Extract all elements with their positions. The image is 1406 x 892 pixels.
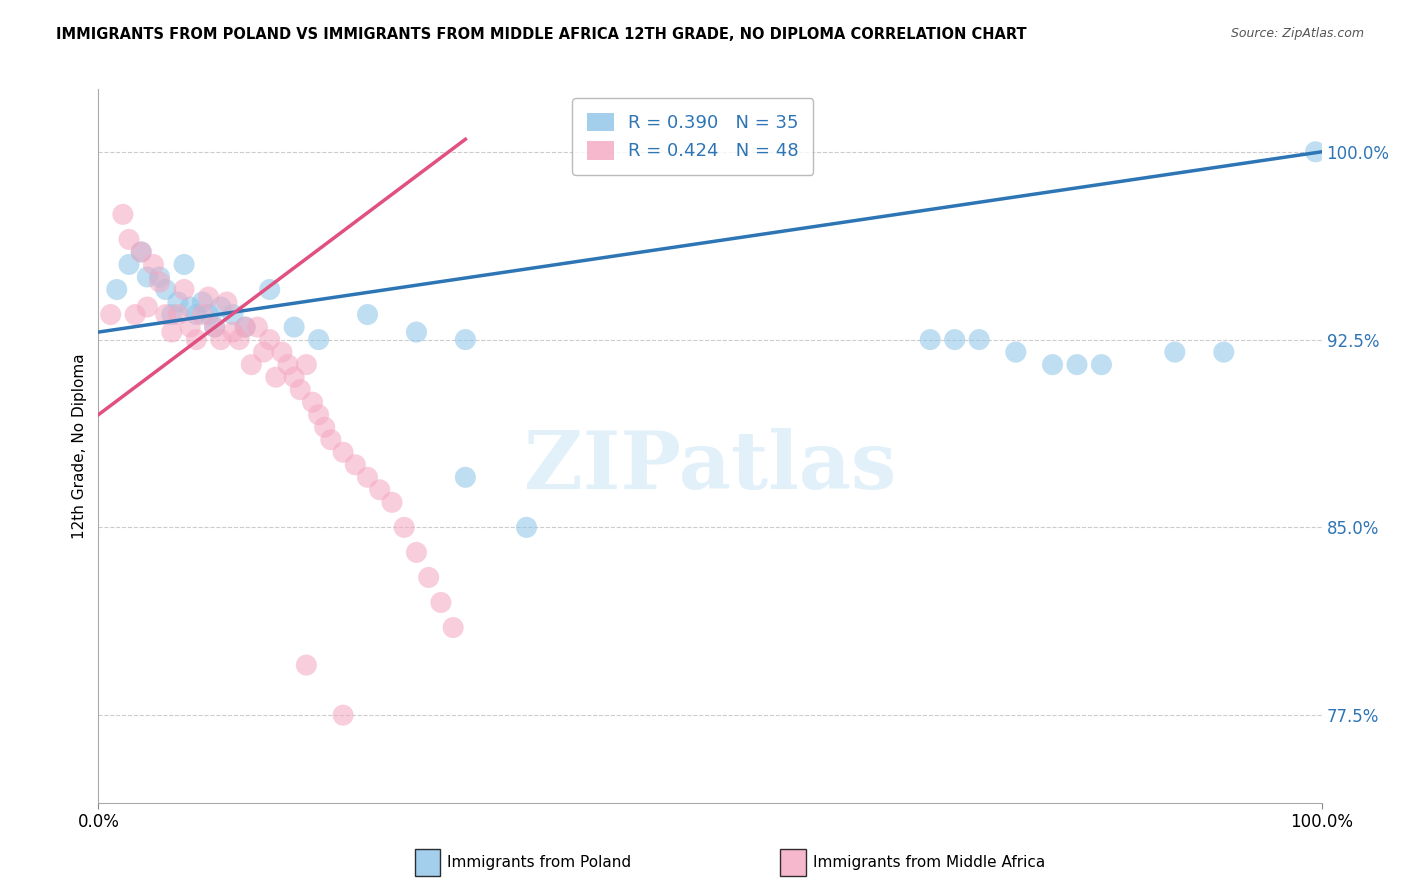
Point [209, 333, 232, 347]
Point [191, 295, 214, 310]
Point [308, 408, 330, 422]
Point [222, 325, 245, 339]
Point [155, 283, 177, 297]
Point [264, 370, 287, 384]
Point [368, 483, 391, 497]
Point [222, 308, 245, 322]
Point [319, 433, 342, 447]
Point [197, 308, 219, 322]
Point [418, 570, 440, 584]
Point [1090, 358, 1112, 372]
Point [295, 358, 318, 372]
Point [308, 333, 330, 347]
Point [142, 257, 165, 271]
Point [118, 257, 141, 271]
Point [100, 308, 122, 322]
Point [173, 283, 195, 297]
Text: ZIPatlas: ZIPatlas [524, 428, 896, 507]
Point [155, 308, 177, 322]
Point [186, 308, 208, 322]
Point [240, 358, 263, 372]
Point [197, 290, 219, 304]
Point [246, 320, 269, 334]
Point [136, 270, 159, 285]
Point [160, 308, 183, 322]
Point [167, 308, 190, 322]
Point [259, 333, 281, 347]
Point [204, 320, 226, 334]
Text: IMMIGRANTS FROM POLAND VS IMMIGRANTS FROM MIDDLE AFRICA 12TH GRADE, NO DIPLOMA C: IMMIGRANTS FROM POLAND VS IMMIGRANTS FRO… [56, 27, 1026, 42]
Point [1004, 345, 1026, 359]
Text: Immigrants from Poland: Immigrants from Poland [447, 855, 631, 870]
Point [136, 300, 159, 314]
Point [111, 207, 134, 221]
Text: Immigrants from Middle Africa: Immigrants from Middle Africa [813, 855, 1045, 870]
Point [259, 283, 281, 297]
Point [173, 257, 195, 271]
Point [392, 520, 416, 534]
Point [209, 300, 232, 314]
Point [124, 308, 146, 322]
Point [381, 495, 404, 509]
Point [301, 395, 323, 409]
Point [295, 658, 318, 673]
Point [118, 232, 141, 246]
Point [430, 595, 453, 609]
Point [356, 308, 378, 322]
Point [233, 320, 256, 334]
Point [314, 420, 336, 434]
Point [1212, 345, 1234, 359]
Point [344, 458, 367, 472]
Point [332, 445, 354, 459]
Point [191, 308, 214, 322]
Y-axis label: 12th Grade, No Diploma: 12th Grade, No Diploma [72, 353, 87, 539]
Text: Source: ZipAtlas.com: Source: ZipAtlas.com [1230, 27, 1364, 40]
Point [179, 300, 201, 314]
Point [228, 333, 250, 347]
Point [270, 345, 294, 359]
Point [186, 333, 208, 347]
Point [967, 333, 990, 347]
Point [943, 333, 966, 347]
Point [149, 275, 172, 289]
Point [252, 345, 274, 359]
Point [233, 320, 256, 334]
Point [516, 520, 538, 534]
Point [1305, 145, 1327, 159]
Point [277, 358, 299, 372]
Point [405, 325, 427, 339]
Point [149, 270, 172, 285]
Point [356, 470, 378, 484]
Point [1066, 358, 1088, 372]
Point [160, 325, 183, 339]
Point [332, 708, 354, 723]
Point [105, 283, 128, 297]
Point [454, 470, 477, 484]
Point [405, 545, 427, 559]
Point [167, 295, 190, 310]
Point [920, 333, 942, 347]
Point [179, 320, 201, 334]
Point [454, 333, 477, 347]
Point [1164, 345, 1187, 359]
Legend: R = 0.390   N = 35, R = 0.424   N = 48: R = 0.390 N = 35, R = 0.424 N = 48 [572, 98, 813, 175]
Point [204, 320, 226, 334]
Point [1042, 358, 1064, 372]
Point [129, 244, 152, 259]
Point [283, 320, 305, 334]
Point [129, 244, 152, 259]
Point [215, 295, 238, 310]
Point [283, 370, 305, 384]
Point [441, 621, 464, 635]
Point [290, 383, 312, 397]
